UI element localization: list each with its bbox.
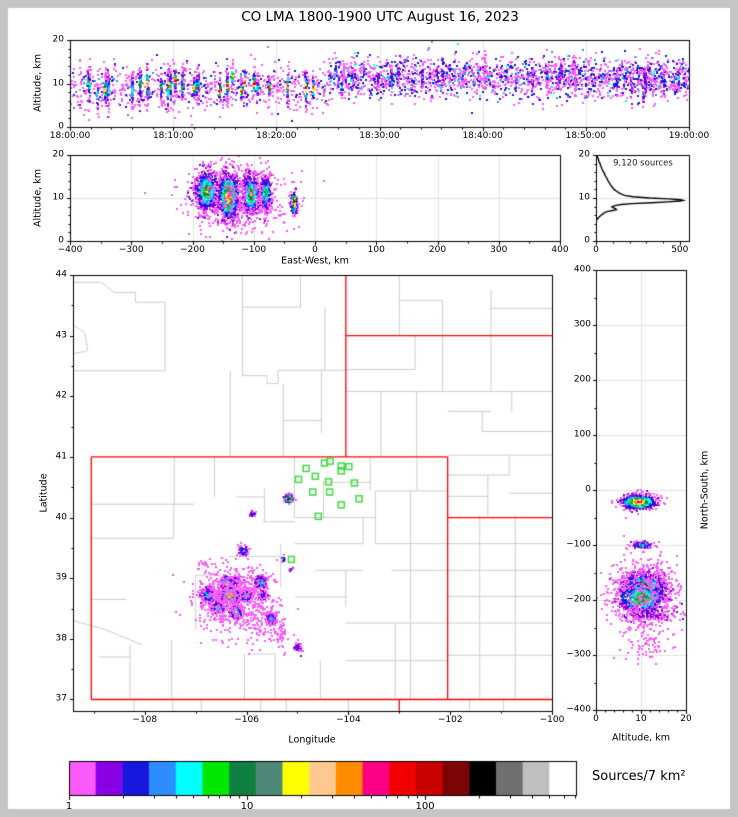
lma-figure-page: { "title": "CO LMA 1800-1900 UTC August … xyxy=(0,0,738,817)
plot-canvas xyxy=(0,0,738,817)
